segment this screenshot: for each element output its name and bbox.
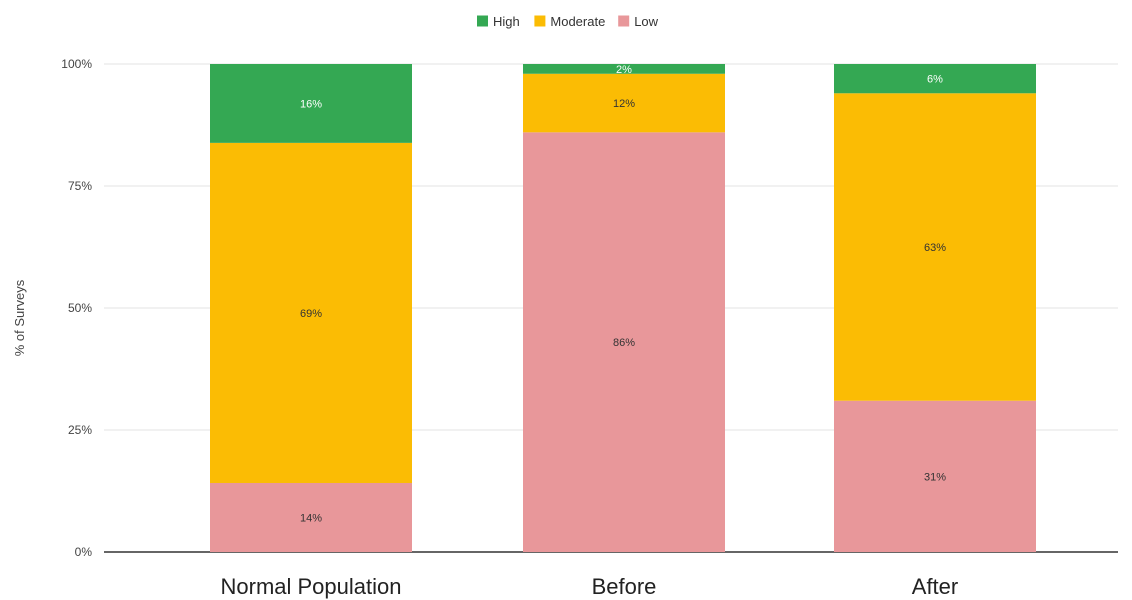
bar-segment-high [834,64,1036,94]
legend-swatch-moderate [534,15,546,27]
bars [210,64,1036,552]
x-tick-label: Before [592,574,657,599]
bar-segment-high [210,64,412,143]
legend-label-high: High [493,14,520,29]
data-label: 31% [924,471,946,483]
x-tick-label: Normal Population [221,574,402,599]
y-tick-label: 0% [75,545,93,559]
data-label: 69% [300,308,322,320]
data-label: 12% [613,98,635,110]
y-tick-label: 100% [61,57,92,71]
y-tick-label: 25% [68,423,92,437]
legend-swatch-high [477,15,488,27]
data-label: 14% [300,512,322,524]
bar-segment-moderate [210,142,412,483]
y-tick-label: 50% [68,301,92,315]
data-label: 63% [924,242,946,254]
data-label: 2% [616,64,632,76]
bar-segment-low [523,132,725,552]
y-axis: 0% 25% 50% 75% 100% [61,57,92,559]
bar-segment-high [523,64,725,74]
data-labels: 14% 69% 16% 86% 12% 2% 31% 63% 6% [300,64,946,525]
legend-label-moderate: Moderate [550,14,605,29]
bar-segment-moderate [834,93,1036,401]
y-tick-label: 75% [68,179,92,193]
legend-label-low: Low [634,14,658,29]
data-label: 6% [927,74,943,86]
x-tick-label: After [912,574,958,599]
bar-segment-low [210,482,412,552]
legend-swatch-low [618,15,630,27]
bar-segment-moderate [523,73,725,133]
y-axis-title: % of Surveys [12,279,27,356]
legend: High Moderate Low [477,14,659,29]
bar-segment-low [834,400,1036,552]
data-label: 86% [613,337,635,349]
data-label: 16% [300,98,322,110]
x-axis: Normal Population Before After [221,574,959,599]
